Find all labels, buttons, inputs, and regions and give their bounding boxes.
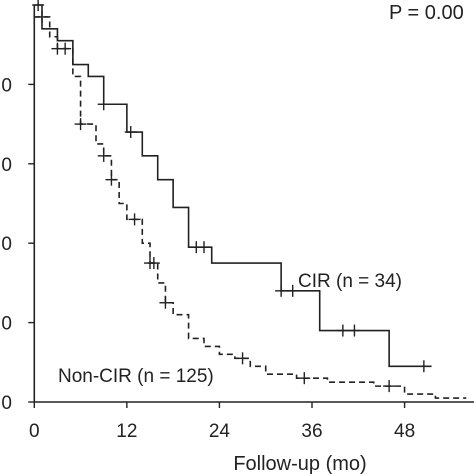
x-tick-label: 36 (301, 421, 322, 442)
y-tick-label: 0 (1, 314, 12, 335)
x-axis-label: Follow-up (mo) (233, 453, 366, 474)
y-tick-label: 0 (1, 75, 12, 96)
y-tick-label: 0 (1, 234, 12, 255)
y-tick-label: 0 (1, 393, 12, 414)
x-tick-label: 0 (29, 421, 40, 442)
series-label-cir: CIR (n = 34) (298, 271, 402, 292)
x-tick-label: 48 (394, 421, 415, 442)
series-layer (32, 0, 467, 399)
series-line-cir (34, 4, 432, 368)
x-tick-label: 24 (209, 421, 231, 442)
series-line-non-cir (34, 16, 467, 399)
series-label-non-cir: Non-CIR (n = 125) (58, 366, 214, 387)
p-value-annotation: P = 0.00 (389, 2, 464, 24)
y-tick-label: 0 (1, 155, 12, 176)
x-tick-label: 12 (116, 421, 137, 442)
